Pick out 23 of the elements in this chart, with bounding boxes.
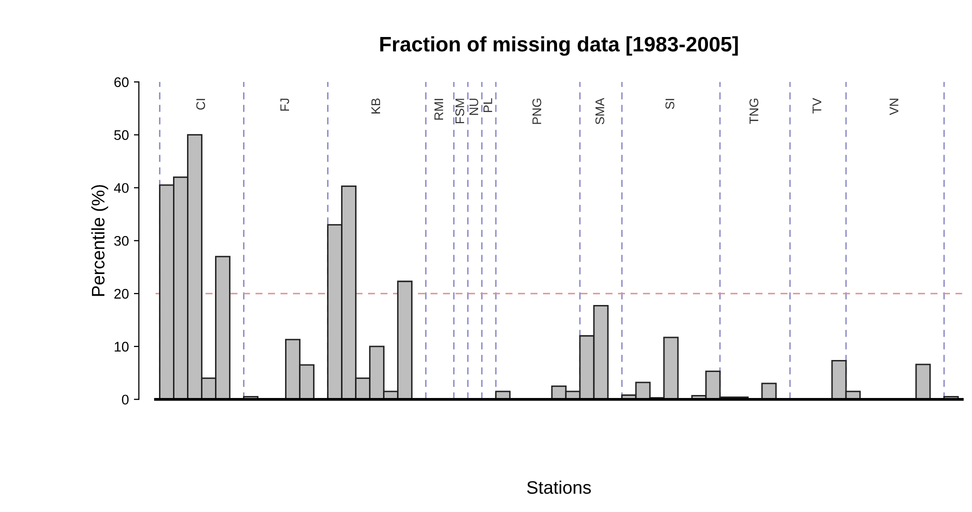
y-tick-label: 50 <box>114 130 129 140</box>
y-axis-title: Percentile (%) <box>91 185 108 296</box>
annotation: NU <box>469 98 478 115</box>
annotation: RMI <box>434 98 444 120</box>
annotation: SI <box>665 98 674 110</box>
annotation: CI <box>196 98 206 110</box>
y-tick-label: 0 <box>122 394 129 405</box>
annotation: FJ <box>280 98 290 111</box>
y-tick-label: 10 <box>114 342 129 352</box>
y-tick-label: 20 <box>114 288 129 299</box>
y-tick-label: 30 <box>114 236 129 246</box>
x-axis-title: Stations <box>527 480 591 494</box>
y-tick-label: 40 <box>114 183 129 193</box>
annotation: TV <box>812 98 822 114</box>
y-tick-label: 60 <box>114 77 129 88</box>
annotation: FSM <box>455 98 464 124</box>
chart-title: Fraction of missing data [1983-2005] <box>380 36 738 56</box>
annotation: VN <box>890 98 898 116</box>
annotation: PL <box>484 98 492 112</box>
annotation: TNG <box>749 98 758 124</box>
annotation: KB <box>371 98 380 114</box>
annotation: PNG <box>532 98 542 124</box>
annotation: SMA <box>595 98 604 124</box>
